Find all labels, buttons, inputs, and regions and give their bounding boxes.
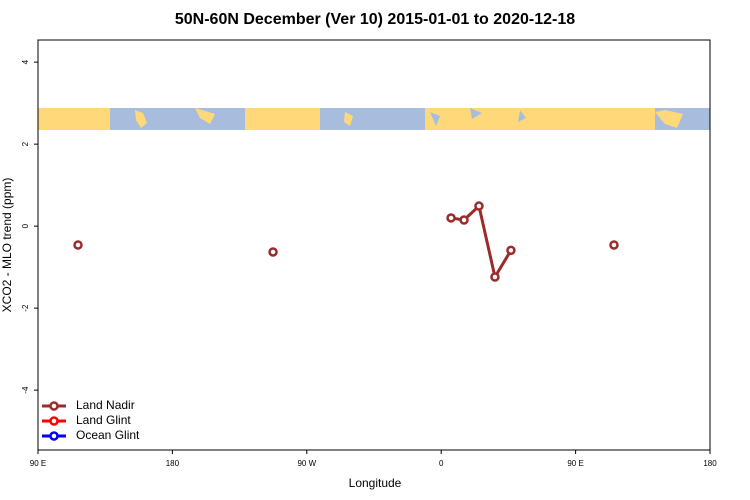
data-point <box>474 201 484 211</box>
series-line <box>450 203 513 281</box>
legend-label: Land Glint <box>76 413 131 427</box>
legend-marker <box>49 416 59 426</box>
y-tick-label: -4 <box>21 386 30 394</box>
x-tick-label: 180 <box>166 459 180 468</box>
data-point <box>609 240 619 250</box>
map-strip <box>38 108 710 130</box>
data-point <box>490 272 500 282</box>
x-tick-label: 0 <box>439 459 444 468</box>
x-axis-label: Longitude <box>349 476 402 490</box>
chart-title: 50N-60N December (Ver 10) 2015-01-01 to … <box>175 11 575 28</box>
data-point <box>446 213 456 223</box>
x-tick-label: 180 <box>703 459 717 468</box>
y-tick-label: -2 <box>21 304 30 312</box>
data-point <box>73 240 83 250</box>
data-point <box>459 215 469 225</box>
y-tick-label: 0 <box>21 223 30 228</box>
y-tick-label: 2 <box>21 141 30 146</box>
plot-frame <box>37 39 711 451</box>
x-tick-label: 90 E <box>30 459 46 468</box>
y-axis-label: XCO2 - MLO trend (ppm) <box>0 178 14 313</box>
x-tick-label: 90 W <box>297 459 316 468</box>
data-point <box>268 247 278 257</box>
legend-marker <box>49 431 59 441</box>
y-tick-label: 4 <box>21 59 30 64</box>
x-tick-label: 90 E <box>567 459 583 468</box>
legend-label: Land Nadir <box>76 398 135 412</box>
legend-marker <box>49 401 59 411</box>
data-point <box>506 245 516 256</box>
legend-label: Ocean Glint <box>76 428 140 442</box>
